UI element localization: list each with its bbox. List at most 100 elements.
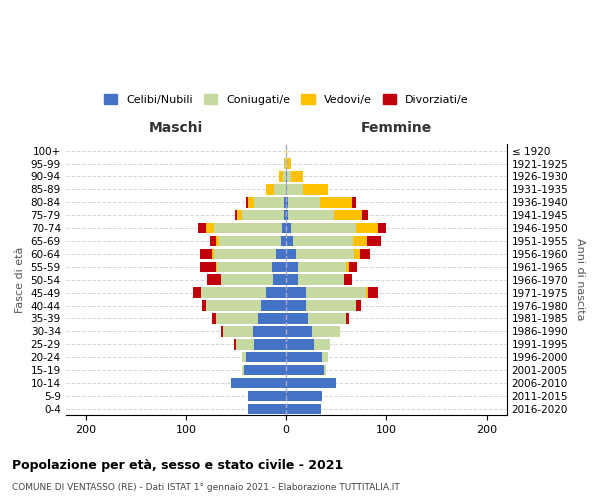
Bar (286, 236, 293, 246)
Bar (206, 223, 214, 234)
Text: Maschi: Maschi (149, 121, 203, 135)
Bar (279, 171, 283, 181)
Bar (281, 236, 286, 246)
Bar (346, 313, 349, 324)
Bar (367, 236, 382, 246)
Bar (284, 210, 286, 220)
Bar (274, 184, 286, 194)
Bar (286, 197, 288, 207)
Bar (367, 288, 368, 298)
Bar (221, 274, 273, 285)
Bar (334, 210, 362, 220)
Bar (346, 262, 349, 272)
Bar (286, 378, 337, 388)
Y-axis label: Anni di nascita: Anni di nascita (575, 238, 585, 321)
Bar (214, 223, 282, 234)
Bar (207, 274, 221, 285)
Bar (286, 300, 306, 311)
Bar (356, 300, 361, 311)
Bar (288, 197, 320, 207)
Bar (217, 262, 272, 272)
Bar (246, 197, 248, 207)
Bar (368, 288, 379, 298)
Bar (237, 210, 242, 220)
Bar (202, 300, 206, 311)
Bar (216, 313, 258, 324)
Bar (284, 197, 286, 207)
Bar (282, 223, 286, 234)
Bar (356, 223, 379, 234)
Bar (212, 313, 216, 324)
Bar (258, 313, 286, 324)
Bar (200, 262, 216, 272)
Bar (286, 248, 296, 259)
Bar (244, 365, 286, 376)
Bar (286, 146, 287, 156)
Legend: Celibi/Nubili, Coniugati/e, Vedovi/e, Divorziati/e: Celibi/Nubili, Coniugati/e, Vedovi/e, Di… (100, 90, 473, 110)
Bar (206, 300, 261, 311)
Bar (287, 171, 291, 181)
Bar (266, 288, 286, 298)
Bar (276, 248, 286, 259)
Bar (248, 404, 286, 414)
Bar (361, 248, 370, 259)
Bar (298, 274, 344, 285)
Bar (286, 158, 287, 169)
Bar (288, 210, 334, 220)
Bar (254, 197, 284, 207)
Bar (287, 184, 303, 194)
Bar (286, 326, 312, 336)
Bar (291, 223, 356, 234)
Bar (223, 326, 253, 336)
Bar (286, 365, 324, 376)
Bar (272, 262, 286, 272)
Bar (242, 365, 244, 376)
Bar (234, 339, 236, 349)
Bar (242, 210, 284, 220)
Bar (379, 223, 386, 234)
Bar (298, 262, 346, 272)
Bar (362, 210, 368, 220)
Bar (286, 339, 314, 349)
Bar (306, 300, 356, 311)
Text: COMUNE DI VENTASSO (RE) - Dati ISTAT 1° gennaio 2021 - Elaborazione TUTTITALIA.I: COMUNE DI VENTASSO (RE) - Dati ISTAT 1° … (12, 484, 400, 492)
Bar (246, 352, 286, 362)
Bar (273, 274, 286, 285)
Bar (355, 248, 361, 259)
Bar (200, 248, 212, 259)
Text: Femmine: Femmine (361, 121, 432, 135)
Bar (287, 158, 291, 169)
Bar (303, 184, 328, 194)
Bar (286, 210, 288, 220)
Bar (324, 365, 326, 376)
Bar (283, 171, 286, 181)
Bar (308, 313, 346, 324)
Bar (216, 236, 219, 246)
Bar (193, 288, 201, 298)
Bar (266, 184, 274, 194)
Bar (248, 390, 286, 401)
Bar (286, 404, 321, 414)
Bar (314, 339, 331, 349)
Bar (261, 300, 286, 311)
Bar (198, 223, 206, 234)
Bar (344, 274, 352, 285)
Bar (236, 339, 254, 349)
Bar (286, 390, 322, 401)
Bar (286, 184, 287, 194)
Bar (212, 248, 214, 259)
Bar (349, 262, 358, 272)
Bar (285, 158, 286, 169)
Bar (352, 197, 356, 207)
Bar (286, 223, 291, 234)
Bar (253, 326, 286, 336)
Bar (254, 339, 286, 349)
Bar (219, 236, 281, 246)
Bar (231, 378, 286, 388)
Bar (201, 288, 266, 298)
Bar (320, 197, 352, 207)
Bar (312, 326, 340, 336)
Bar (242, 352, 246, 362)
Bar (214, 248, 276, 259)
Bar (286, 171, 287, 181)
